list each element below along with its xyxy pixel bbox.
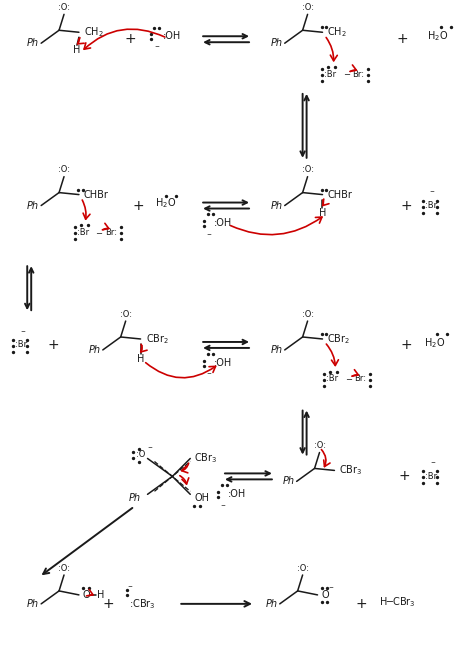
Text: $^{-}$: $^{-}$: [147, 444, 154, 453]
Text: Br:: Br:: [105, 228, 117, 237]
FancyArrowPatch shape: [326, 37, 337, 61]
Text: CBr$_3$: CBr$_3$: [339, 464, 363, 477]
Text: :O:: :O:: [301, 3, 314, 12]
Text: $^-$: $^-$: [153, 43, 160, 52]
Text: Br:: Br:: [354, 374, 366, 383]
Text: ─: ─: [346, 374, 351, 383]
Text: Ph: Ph: [283, 476, 295, 486]
Text: :Br: :Br: [15, 340, 27, 349]
Text: Ph: Ph: [128, 493, 141, 503]
Text: +: +: [400, 338, 412, 352]
Text: Ph: Ph: [271, 201, 283, 211]
Text: $^-$: $^-$: [205, 231, 213, 240]
Text: H$_2$O: H$_2$O: [424, 336, 445, 350]
Text: :O:: :O:: [297, 563, 309, 573]
Text: $^{-}$: $^{-}$: [430, 459, 436, 468]
Text: Ph: Ph: [27, 599, 39, 609]
Text: :O:: :O:: [119, 310, 132, 319]
Text: O: O: [321, 590, 329, 600]
FancyArrowPatch shape: [180, 475, 189, 484]
Text: +: +: [356, 597, 367, 611]
Text: Br:: Br:: [352, 70, 365, 78]
Text: OH: OH: [194, 493, 209, 503]
Text: H$_2$O: H$_2$O: [427, 29, 448, 43]
Text: :O:: :O:: [301, 165, 314, 174]
Text: H: H: [319, 207, 326, 217]
Text: :Br: :Br: [77, 228, 89, 237]
Text: :O:: :O:: [58, 165, 70, 174]
Text: H: H: [137, 354, 144, 364]
Text: $^-$: $^-$: [219, 502, 227, 511]
Text: Ph: Ph: [27, 38, 39, 49]
Text: H─CBr$_3$: H─CBr$_3$: [379, 595, 416, 608]
Text: $^-$: $^-$: [205, 370, 213, 379]
Text: CH$_2$: CH$_2$: [84, 25, 104, 39]
Text: Ph: Ph: [271, 345, 283, 355]
Text: Ph: Ph: [271, 38, 283, 49]
FancyArrowPatch shape: [87, 589, 93, 596]
Text: :OH: :OH: [214, 219, 232, 229]
FancyArrowPatch shape: [78, 38, 84, 44]
Text: :OH: :OH: [214, 358, 232, 368]
Text: O: O: [83, 590, 91, 600]
FancyArrowPatch shape: [323, 199, 329, 205]
Text: H: H: [73, 45, 81, 55]
FancyArrowPatch shape: [326, 344, 338, 366]
Text: CHBr: CHBr: [328, 190, 352, 200]
FancyArrowPatch shape: [84, 29, 165, 49]
Text: $^{-}$: $^{-}$: [20, 327, 27, 336]
Text: +: +: [103, 597, 115, 611]
Text: CH$_2$: CH$_2$: [328, 25, 347, 39]
FancyArrowPatch shape: [146, 362, 216, 378]
Text: ─: ─: [344, 70, 349, 78]
Text: +: +: [133, 199, 145, 213]
Text: :O:: :O:: [58, 3, 70, 12]
FancyArrowPatch shape: [321, 450, 330, 467]
Text: :O:: :O:: [301, 310, 314, 319]
Text: CHBr: CHBr: [84, 190, 109, 200]
Text: :O:: :O:: [58, 563, 70, 573]
Text: ─: ─: [96, 228, 101, 237]
Text: :OH: :OH: [228, 489, 246, 499]
Text: Ph: Ph: [27, 201, 39, 211]
FancyArrowPatch shape: [230, 217, 322, 235]
FancyArrowPatch shape: [102, 223, 109, 230]
Text: :O:: :O:: [313, 441, 326, 450]
FancyArrowPatch shape: [82, 200, 90, 219]
Text: :OH: :OH: [163, 31, 181, 41]
Text: :CBr$_3$: :CBr$_3$: [128, 597, 155, 610]
Text: H: H: [97, 590, 104, 600]
Text: $^{-}$: $^{-}$: [429, 188, 435, 197]
Text: $^{-}$: $^{-}$: [127, 583, 133, 591]
Text: H$_2$O: H$_2$O: [155, 197, 177, 210]
Text: +: +: [400, 199, 412, 213]
FancyArrowPatch shape: [182, 463, 189, 473]
FancyArrowPatch shape: [350, 65, 356, 71]
Text: :Br: :Br: [327, 374, 338, 383]
FancyArrowPatch shape: [352, 370, 358, 376]
Text: +: +: [125, 32, 137, 47]
Text: CBr$_3$: CBr$_3$: [194, 452, 218, 465]
Text: CBr$_2$: CBr$_2$: [146, 332, 169, 346]
Text: :Br: :Br: [324, 70, 337, 78]
FancyArrowPatch shape: [141, 344, 147, 352]
Text: CBr$_2$: CBr$_2$: [328, 332, 351, 346]
Text: :O: :O: [136, 450, 145, 459]
Text: :Br: :Br: [425, 201, 437, 210]
Text: +: +: [47, 338, 59, 352]
Text: +: +: [398, 469, 410, 483]
Text: Ph: Ph: [89, 345, 101, 355]
Text: $^{-}$: $^{-}$: [328, 583, 335, 593]
Text: +: +: [396, 32, 408, 47]
Text: :Br: :Br: [425, 472, 437, 481]
Text: Ph: Ph: [266, 599, 278, 609]
